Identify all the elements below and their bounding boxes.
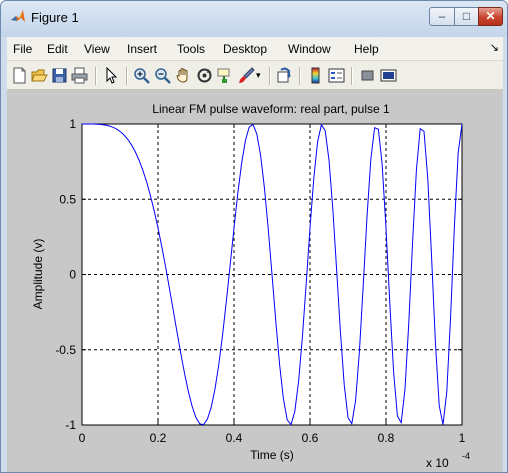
- x-tick-label: 1: [459, 431, 466, 445]
- colorbar-icon[interactable]: [307, 67, 324, 84]
- menu-tools[interactable]: Tools: [177, 42, 206, 56]
- close-button[interactable]: ✕: [478, 7, 503, 26]
- y-tick-label: 1: [69, 117, 76, 131]
- toolbar-separator: [351, 67, 353, 85]
- x-exponent-label: x 10: [426, 456, 449, 470]
- show-plot-tools-icon[interactable]: [380, 67, 397, 84]
- minimize-button[interactable]: –: [429, 7, 455, 26]
- menu-dock-arrow-icon[interactable]: ↘: [489, 42, 499, 54]
- plot-svg: Linear FM pulse waveform: real part, pul…: [31, 102, 470, 470]
- menu-help[interactable]: Help: [354, 42, 379, 56]
- x-exponent-power: -4: [462, 451, 470, 461]
- figure-canvas: Linear FM pulse waveform: real part, pul…: [7, 90, 503, 472]
- close-icon: ✕: [485, 9, 496, 23]
- zoom-out-icon[interactable]: [154, 67, 171, 84]
- print-icon[interactable]: [71, 67, 88, 84]
- series-line[interactable]: [82, 123, 463, 426]
- plot-title: Linear FM pulse waveform: real part, pul…: [152, 102, 390, 116]
- x-tick-label: 0.8: [378, 431, 395, 445]
- toolbar-separator: [126, 67, 128, 85]
- y-tick-label: -0.5: [55, 343, 76, 357]
- y-tick-labels: -1 -0.5 0 0.5 1: [55, 117, 76, 432]
- y-tick-label: 0: [69, 268, 76, 282]
- figure-toolbar: ▾: [7, 60, 503, 90]
- x-tick-label: 0.4: [226, 431, 243, 445]
- minimize-icon: –: [438, 9, 446, 23]
- save-icon[interactable]: [51, 67, 68, 84]
- menu-desktop[interactable]: Desktop: [223, 42, 268, 56]
- brush-dropdown-arrow-icon[interactable]: ▾: [256, 70, 261, 80]
- data-cursor-icon[interactable]: [217, 67, 234, 84]
- matlab-logo-icon: [11, 10, 25, 22]
- toolbar-separator: [299, 67, 301, 85]
- zoom-in-icon[interactable]: [133, 67, 150, 84]
- hide-plot-tools-icon[interactable]: [359, 67, 376, 84]
- title-bar[interactable]: Figure 1 – □ ✕: [1, 1, 507, 37]
- pan-icon[interactable]: [175, 67, 192, 84]
- grid-lines: [82, 124, 462, 425]
- legend-icon[interactable]: [328, 67, 345, 84]
- x-axis-label: Time (s): [250, 448, 294, 462]
- y-tick-label: -1: [65, 418, 76, 432]
- menu-bar: File Edit View Insert Tools Desktop Wind…: [7, 37, 503, 60]
- link-plot-icon[interactable]: [276, 67, 293, 84]
- menu-file[interactable]: File: [13, 42, 33, 56]
- rotate-3d-icon[interactable]: [196, 67, 213, 84]
- x-tick-labels: 0 0.2 0.4 0.6 0.8 1: [79, 431, 466, 445]
- x-tick-label: 0: [79, 431, 86, 445]
- maximize-icon: □: [462, 9, 471, 23]
- menu-view[interactable]: View: [84, 42, 110, 56]
- menu-insert[interactable]: Insert: [127, 42, 158, 56]
- maximize-button[interactable]: □: [454, 7, 479, 26]
- y-axis-label: Amplitude (v): [31, 239, 45, 310]
- x-tick-label: 0.6: [302, 431, 319, 445]
- pointer-icon[interactable]: [103, 67, 120, 84]
- menu-window[interactable]: Window: [288, 42, 331, 56]
- new-figure-icon[interactable]: [11, 67, 28, 84]
- toolbar-separator: [269, 67, 271, 85]
- y-tick-label: 0.5: [59, 192, 76, 206]
- x-tick-label: 0.2: [150, 431, 167, 445]
- toolbar-separator: [95, 67, 97, 85]
- menu-edit[interactable]: Edit: [47, 42, 68, 56]
- open-file-icon[interactable]: [31, 67, 48, 84]
- window-title: Figure 1: [31, 10, 79, 25]
- brush-icon[interactable]: [238, 67, 255, 84]
- axis-ticks: [81, 123, 463, 426]
